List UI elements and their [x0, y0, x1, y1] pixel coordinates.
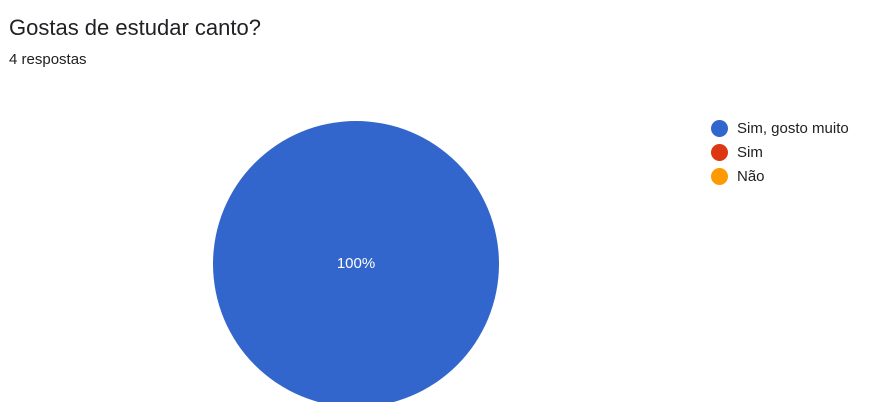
page-title: Gostas de estudar canto?	[9, 15, 261, 40]
chart-header: Gostas de estudar canto? 4 respostas	[9, 14, 261, 70]
legend-swatch	[711, 167, 728, 185]
legend-swatch	[711, 119, 728, 137]
chart-legend: Sim, gosto muito Sim Não	[711, 116, 849, 188]
pie-slice-label: 100%	[337, 255, 375, 272]
legend-item[interactable]: Sim, gosto muito	[711, 116, 849, 140]
legend-label: Sim	[737, 143, 763, 161]
legend-label: Sim, gosto muito	[737, 119, 849, 137]
pie-slice[interactable]	[213, 121, 499, 402]
response-count: 4 respostas	[9, 51, 87, 68]
legend-item[interactable]: Sim	[711, 140, 849, 164]
legend-swatch	[711, 143, 728, 161]
legend-label: Não	[737, 167, 765, 185]
legend-item[interactable]: Não	[711, 164, 849, 188]
